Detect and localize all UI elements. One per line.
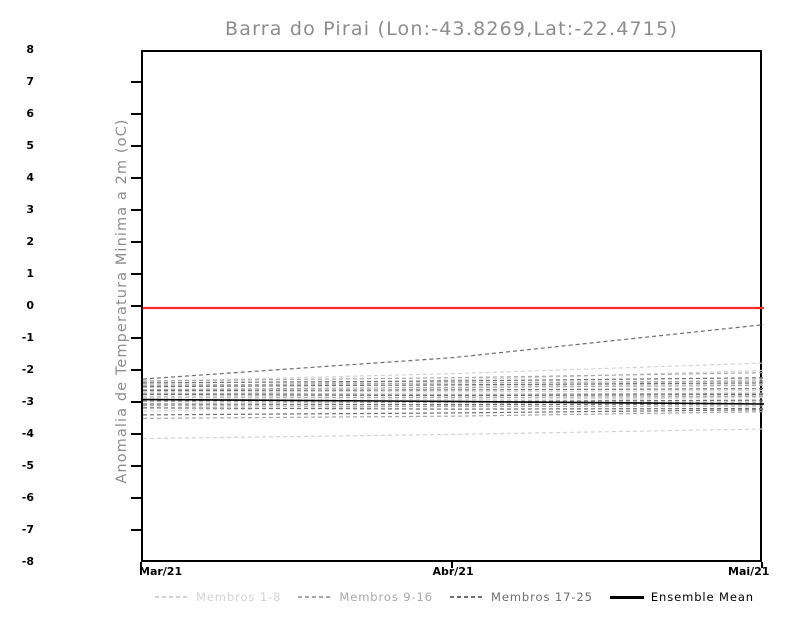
member-line: [143, 403, 764, 406]
member-line: [143, 388, 764, 392]
y-tick-mark: [131, 273, 141, 275]
member-line: [143, 405, 764, 408]
member-line: [143, 428, 764, 440]
plot-lines: [143, 306, 764, 440]
member-line: [143, 394, 764, 412]
chart-legend: Membros 1-8 Membros 9-16 Membros 17-25 Ense…: [141, 586, 762, 608]
y-tick-mark: [131, 241, 141, 243]
y-tick-mark: [131, 433, 141, 435]
chart-title: Barra do Pirai (Lon:-43.8269,Lat:-22.471…: [225, 18, 678, 40]
legend-line-swatch: [298, 596, 333, 598]
member-line: [143, 383, 764, 387]
y-tick-mark: [131, 497, 141, 499]
legend-membros-1-8[interactable]: Membros 1-8: [155, 590, 281, 604]
y-tick-label: -1: [21, 331, 34, 344]
member-line: [143, 397, 764, 401]
y-tick-label: 4: [26, 171, 34, 184]
ensemble-mean-line: [143, 398, 764, 405]
y-axis-label: Anomalia de Temperatura Minima a 2m (oC): [114, 118, 130, 484]
y-tick-label: 7: [26, 75, 34, 88]
y-tick-mark: [131, 113, 141, 115]
x-tick-label: Abr/21: [432, 565, 474, 578]
y-tick-mark: [131, 209, 141, 211]
y-tick-label: 0: [26, 299, 34, 312]
y-tick-label: -8: [21, 555, 34, 568]
x-tick-label: Mai/21: [728, 565, 770, 578]
member-line: [143, 378, 764, 396]
y-tick-mark: [131, 81, 141, 83]
y-tick-label: -6: [21, 491, 34, 504]
member-line: [143, 382, 764, 388]
x-tick-mark: [450, 562, 453, 568]
legend-membros-17-25[interactable]: Membros 17-25: [450, 590, 593, 604]
member-line: [143, 389, 764, 393]
y-tick-label: -3: [21, 395, 34, 408]
member-line: [143, 362, 764, 383]
member-line: [143, 372, 764, 382]
y-tick-mark: [131, 177, 141, 179]
y-tick-label: 1: [26, 267, 34, 280]
member-line: [143, 407, 764, 410]
legend-ensemble-mean[interactable]: Ensemble Mean: [609, 590, 754, 604]
y-tick-label: -7: [21, 523, 34, 536]
y-tick-label: -2: [21, 363, 34, 376]
legend-label: Membros 1-8: [196, 590, 282, 604]
y-tick-mark: [131, 529, 141, 531]
y-tick-label: 3: [26, 203, 34, 216]
y-tick-label: 5: [26, 139, 34, 152]
y-tick-label: 2: [26, 235, 34, 248]
member-line: [143, 369, 764, 388]
y-tick-mark: [131, 401, 141, 403]
legend-membros-9-16[interactable]: Membros 9-16: [298, 590, 433, 604]
legend-line-swatch: [155, 596, 189, 598]
y-tick-mark: [131, 145, 141, 147]
y-tick-label: -4: [21, 427, 34, 440]
x-tick-mark: [140, 562, 142, 568]
member-line: [143, 393, 764, 397]
legend-label: Ensemble Mean: [650, 590, 754, 604]
legend-line-swatch: [450, 596, 485, 598]
y-tick-mark: [131, 337, 141, 339]
member-line: [143, 395, 764, 399]
plot-area: [141, 50, 764, 562]
x-tick-label: Mar/21: [139, 565, 183, 578]
x-tick-mark: [761, 562, 763, 568]
member-line: [143, 392, 764, 395]
y-tick-label: -5: [21, 459, 34, 472]
legend-label: Membros 17-25: [491, 590, 593, 604]
y-tick-mark: [131, 369, 141, 371]
member-line: [143, 400, 764, 404]
member-line: [143, 380, 764, 387]
member-line: [143, 409, 764, 416]
y-tick-mark: [131, 465, 141, 467]
member-line: [143, 377, 764, 384]
y-tick-label: 8: [26, 43, 34, 56]
member-line: [143, 384, 764, 391]
member-line: [143, 324, 764, 380]
y-tick-label: 6: [26, 107, 34, 120]
member-line: [143, 411, 764, 419]
legend-line-swatch: [609, 595, 644, 599]
legend-label: Membros 9-16: [339, 590, 433, 604]
y-tick-mark: [131, 305, 141, 307]
